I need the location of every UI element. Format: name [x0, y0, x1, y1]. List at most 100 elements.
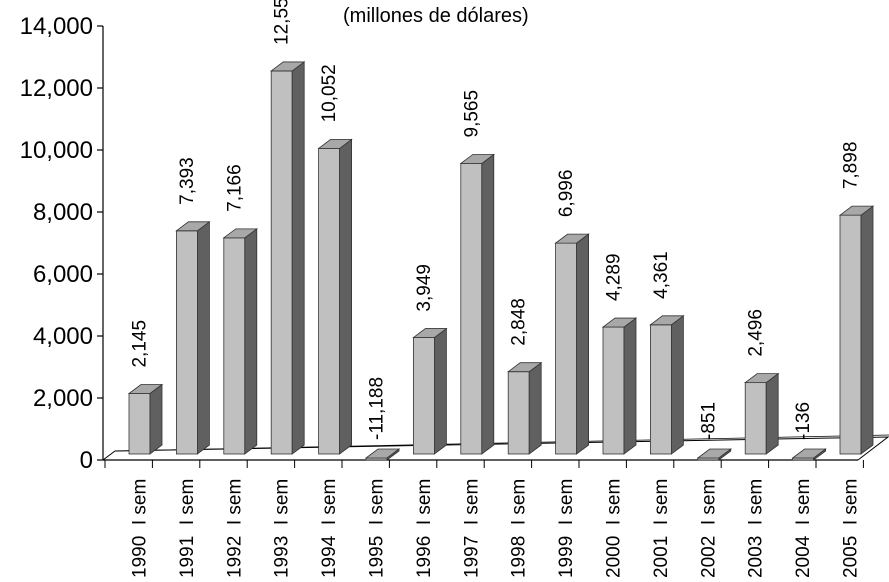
- bar-top: [127, 384, 164, 394]
- x-category-label: 2002 I sem: [698, 479, 719, 578]
- data-label: 12,55: [272, 0, 293, 45]
- bar-front: [412, 337, 435, 455]
- data-label: -136: [793, 402, 814, 440]
- x-category-label: 2005 I sem: [841, 479, 862, 578]
- bar-side: [671, 315, 684, 455]
- data-label: 7,898: [841, 142, 862, 190]
- x-category-label: 1990 I sem: [130, 479, 151, 578]
- bar-side: [860, 205, 874, 455]
- data-label: 6,996: [556, 170, 577, 218]
- bar-front: [318, 147, 341, 455]
- bar-front: [175, 230, 198, 455]
- bar-top: [791, 448, 827, 459]
- y-tick-label: 14,000: [20, 13, 93, 40]
- bar-top: [554, 233, 590, 244]
- x-axis-labels: 1990 I sem 1991 I sem 1992 I sem 1993 I sem…: [130, 479, 862, 578]
- bar-front: [128, 393, 151, 455]
- bar-front: [602, 326, 625, 455]
- x-category-label: 2004 I sem: [793, 479, 814, 578]
- bar: [744, 372, 780, 455]
- data-label: 4,361: [651, 251, 672, 299]
- x-category-label: 1993 I sem: [272, 479, 293, 578]
- bar: [601, 317, 638, 455]
- bar-top: [838, 205, 875, 216]
- x-category-label: 1994 I sem: [319, 479, 340, 578]
- y-tick-label: 0: [80, 447, 93, 474]
- bar: [127, 383, 164, 455]
- data-label: 2,145: [130, 320, 151, 368]
- bar-top: [649, 315, 685, 326]
- y-tick-label: 12,000: [20, 75, 93, 102]
- bar-front: [223, 237, 246, 455]
- data-label: 3,949: [414, 264, 435, 312]
- bar-front: [507, 371, 530, 455]
- bar-front: [460, 163, 483, 455]
- bar-side: [576, 233, 589, 455]
- bar-top: [364, 448, 401, 459]
- bar-top: [744, 373, 780, 384]
- bar-top: [412, 328, 448, 338]
- bar: [412, 327, 448, 455]
- bar-top: [696, 448, 732, 459]
- bar-top: [459, 154, 495, 164]
- data-label: 2,848: [509, 298, 530, 346]
- data-label: 4,289: [604, 253, 625, 301]
- data-label: -851: [698, 402, 719, 440]
- x-category-label: 1991 I sem: [177, 479, 198, 578]
- bar-side: [291, 61, 305, 455]
- bar-side: [765, 372, 779, 455]
- data-label: -11,188: [367, 377, 388, 440]
- bar-side: [434, 327, 447, 455]
- data-label: 7,166: [224, 164, 245, 212]
- x-category-label: 1996 I sem: [414, 479, 435, 578]
- y-tick-label: 4,000: [33, 323, 93, 350]
- bar: [317, 138, 353, 455]
- bar: [696, 448, 732, 461]
- bar: [554, 233, 590, 455]
- bar: [270, 61, 306, 455]
- bar: [649, 315, 685, 455]
- floor-outline: [102, 436, 889, 461]
- bar-front: [555, 242, 577, 455]
- bar-side: [197, 221, 210, 455]
- bar: [838, 205, 875, 455]
- x-category-label: 1999 I sem: [556, 479, 577, 578]
- x-category-label: 2001 I sem: [651, 479, 672, 578]
- bar-top: [222, 228, 258, 239]
- x-category-label: 1997 I sem: [461, 479, 482, 578]
- bar: [175, 221, 211, 455]
- x-category-label: 1995 I sem: [367, 479, 388, 578]
- bar-side: [481, 153, 495, 455]
- data-label: 9,565: [461, 90, 482, 138]
- bar-side: [528, 361, 542, 455]
- bar-front: [270, 70, 293, 455]
- y-axis: 0 2,000 4,000 6,000 8,000 10,000 12,000 14,000: [20, 13, 104, 474]
- y-tick-label: 10,000: [20, 137, 93, 164]
- bar-top: [507, 362, 543, 373]
- bar-top: [317, 138, 353, 149]
- bar-top: [175, 221, 211, 232]
- x-category-label: 1998 I sem: [509, 479, 530, 578]
- data-label: 2,496: [746, 309, 767, 357]
- bar-side: [339, 138, 352, 455]
- bar: [791, 448, 827, 461]
- data-label: 10,052: [319, 64, 340, 122]
- x-category-label: 2003 I sem: [746, 479, 767, 578]
- x-category-label: 1992 I sem: [224, 479, 245, 578]
- bar-top: [601, 317, 638, 328]
- chart-subtitle: (millones de dólares): [343, 5, 529, 27]
- bar-side: [623, 317, 637, 455]
- bar: [507, 361, 543, 455]
- y-tick-label: 2,000: [33, 385, 93, 412]
- bar-side: [149, 383, 163, 455]
- bar: [222, 228, 258, 455]
- bar-front: [650, 324, 672, 455]
- bar-series: 2,145 7,393 7,166 12,55 10,052 -11,188 3,949 9,…: [127, 0, 875, 461]
- y-tick-label: 8,000: [33, 199, 93, 226]
- bar: [459, 153, 495, 455]
- x-category-label: 2000 I sem: [604, 479, 625, 578]
- bar-front: [744, 382, 767, 455]
- data-label: 7,393: [177, 157, 198, 205]
- bar-top: [270, 61, 306, 72]
